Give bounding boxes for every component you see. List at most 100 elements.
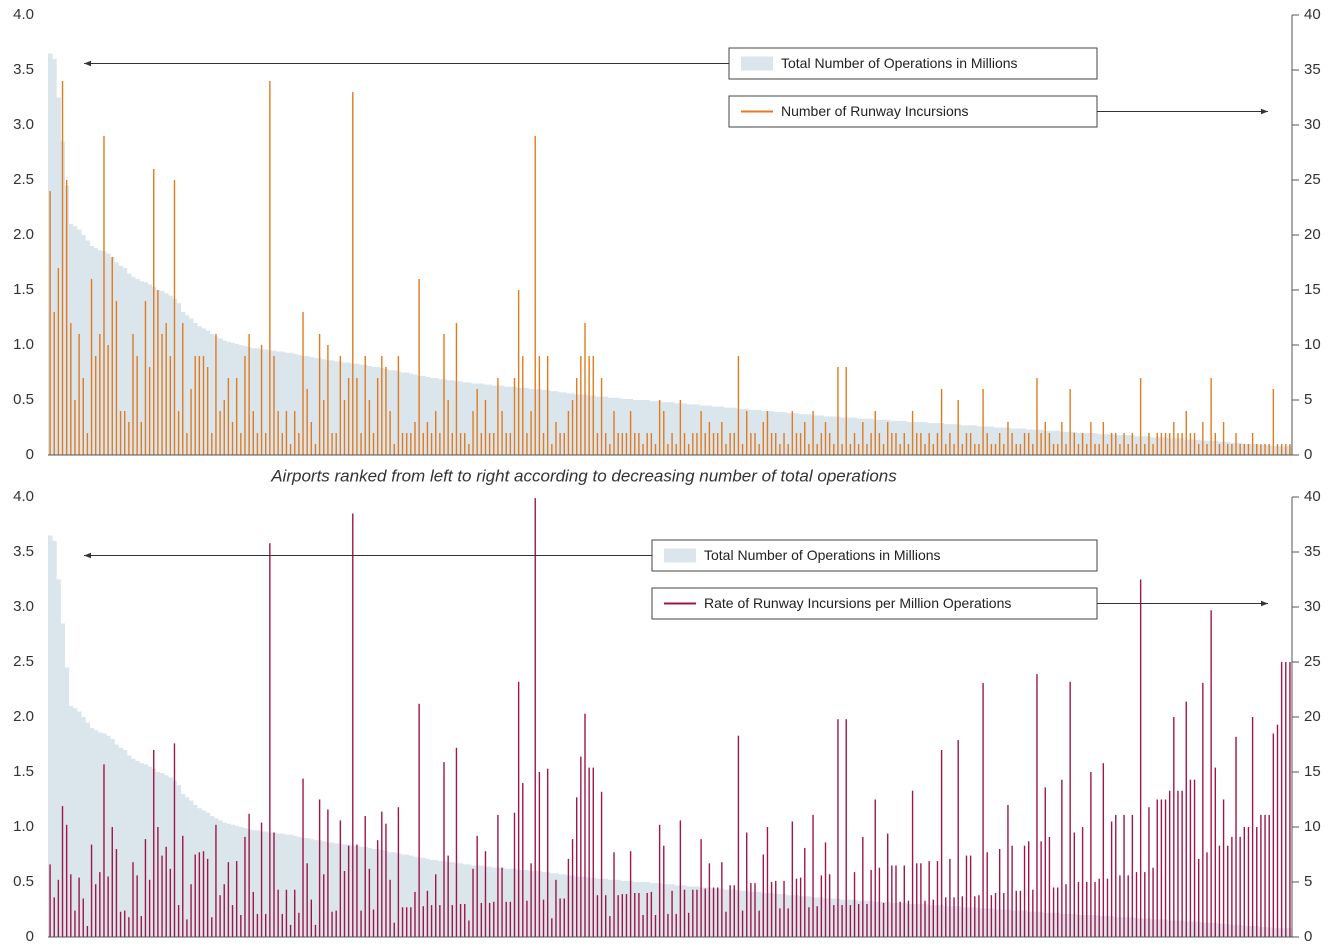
rate-bar (696, 433, 698, 455)
rate-bar (1073, 832, 1075, 937)
rate-bar (779, 444, 781, 455)
bar (466, 864, 472, 937)
rate-bar (940, 389, 943, 455)
rate-bar (600, 378, 603, 455)
rate-bar (522, 783, 524, 937)
rate-bar (629, 851, 632, 937)
rate-bar (716, 887, 719, 937)
rate-bar (949, 433, 951, 455)
rate-bar (177, 905, 180, 937)
bar (296, 836, 302, 937)
rate-bar (132, 862, 134, 937)
rate-bar (443, 334, 445, 455)
rate-bar (1036, 378, 1038, 455)
rate-bar (949, 858, 951, 937)
rate-bar (459, 904, 462, 937)
bar (421, 857, 426, 937)
rate-bar (878, 867, 881, 937)
rate-bar (227, 378, 230, 455)
rate-bar (103, 764, 105, 937)
bar (238, 827, 244, 937)
rate-bar (804, 422, 806, 455)
bar (276, 351, 281, 455)
rate-bar (982, 682, 984, 937)
rate-bar (1235, 433, 1237, 455)
y2-tick-label: 15 (1304, 763, 1321, 780)
rate-bar (310, 422, 313, 455)
bar (748, 409, 754, 455)
rate-bar (638, 433, 640, 455)
rate-bar (1119, 875, 1121, 937)
rate-bar (405, 433, 408, 455)
y-tick-label: 2.0 (13, 708, 34, 725)
rate-bar (945, 897, 947, 937)
bar (230, 342, 235, 455)
rate-bar (899, 444, 901, 455)
rate-bar (766, 827, 769, 937)
rate-bar (1276, 724, 1279, 937)
rate-bar (567, 411, 570, 455)
rate-bar (1156, 433, 1158, 455)
rate-bar (1106, 444, 1109, 455)
rate-bar (94, 356, 97, 455)
rate-bar (1032, 444, 1034, 455)
rate-bar (766, 411, 769, 455)
bar (359, 364, 364, 455)
rate-bar (364, 816, 366, 937)
rate-bar (961, 896, 964, 937)
rate-bar (775, 880, 777, 937)
rate-bar (1185, 411, 1187, 455)
rate-bar (53, 897, 55, 937)
rate-bar (484, 851, 487, 937)
rate-bar (1218, 845, 1221, 937)
rate-bar (215, 334, 217, 455)
rate-bar (911, 790, 914, 937)
bar (392, 370, 397, 455)
rate-bar (1065, 884, 1067, 937)
rate-bar (1164, 799, 1167, 937)
y2-tick-label: 10 (1304, 818, 1321, 835)
bar (645, 400, 650, 455)
rate-bar (256, 433, 259, 455)
rate-bar (430, 433, 433, 455)
rate-bar (1160, 799, 1163, 937)
rate-bar (472, 411, 474, 455)
bar (491, 385, 497, 455)
rate-bar (783, 433, 785, 455)
bar (404, 372, 410, 455)
rate-bar (269, 81, 271, 455)
bar (487, 866, 493, 937)
bar (81, 235, 86, 455)
rate-bar (1052, 444, 1055, 455)
rate-bar (1007, 422, 1009, 455)
rate-bar (576, 797, 578, 937)
rate-bar (455, 323, 458, 455)
rate-bar (845, 719, 847, 937)
rate-bar (642, 915, 644, 937)
rate-bar (758, 444, 760, 455)
rate-bar (235, 378, 238, 455)
y2-tick-label: 0 (1304, 928, 1312, 945)
rate-bar (712, 887, 715, 937)
rate-bar (592, 356, 594, 455)
y2-tick-label: 40 (1304, 6, 1321, 23)
rate-bar (538, 356, 541, 455)
rate-bar (853, 872, 856, 937)
rate-bar (903, 433, 905, 455)
rate-bar (600, 791, 603, 937)
rate-bar (61, 81, 64, 455)
rate-bar (285, 411, 288, 455)
rate-bar (115, 849, 118, 937)
bar (188, 318, 194, 455)
rate-bar (671, 433, 673, 455)
rate-bar (314, 444, 317, 455)
rate-bar (1127, 444, 1129, 455)
rate-bar (389, 879, 391, 937)
rate-bar (74, 910, 76, 937)
rate-bar (546, 356, 549, 455)
rate-bar (198, 356, 201, 455)
y2-tick-label: 10 (1304, 336, 1321, 353)
rate-bar (986, 433, 988, 455)
rate-bar (924, 900, 926, 937)
rate-bar (775, 433, 777, 455)
